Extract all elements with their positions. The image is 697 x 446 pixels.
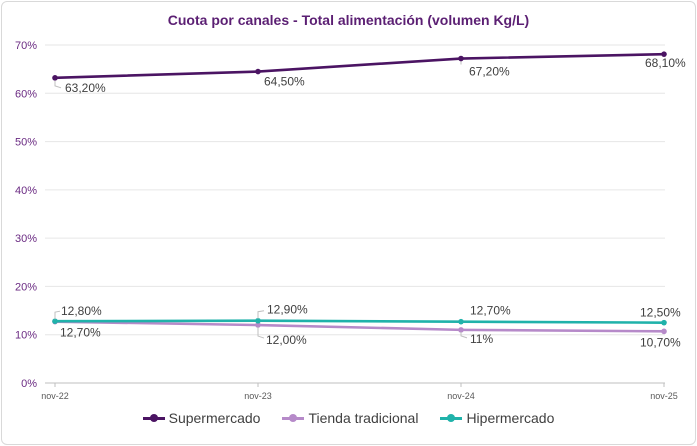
x-tick-label: nov-24 — [447, 391, 475, 401]
chart-title: Cuota por canales - Total alimentación (… — [167, 12, 530, 28]
data-label: 12,80% — [61, 304, 102, 318]
y-tick-label: 50% — [15, 137, 37, 149]
y-tick-label: 40% — [15, 185, 37, 197]
data-point — [458, 327, 464, 333]
data-point — [255, 322, 261, 328]
data-label: 12,50% — [640, 306, 681, 320]
series-line — [54, 52, 665, 80]
chart-legend: Supermercado Tienda tradicional Hipermerca… — [0, 410, 697, 426]
data-point — [52, 318, 58, 324]
label-leader — [257, 310, 265, 319]
y-tick-label: 0% — [21, 378, 37, 390]
legend-item: Supermercado — [142, 410, 261, 426]
y-tick-label: 70% — [15, 40, 37, 52]
x-tick-label: nov-22 — [41, 391, 69, 401]
series-line — [54, 320, 665, 333]
data-label: 67,20% — [469, 65, 510, 79]
legend-label: Hipermercado — [466, 410, 555, 426]
data-point — [661, 319, 667, 326]
data-label: 68,10% — [645, 56, 686, 70]
y-tick-label: 30% — [15, 233, 37, 245]
data-point — [255, 68, 261, 75]
legend-swatch — [282, 413, 305, 422]
series-line — [54, 319, 665, 324]
data-label: 64,50% — [264, 75, 305, 89]
legend-label: Supermercado — [168, 410, 261, 426]
y-tick-label: 20% — [15, 281, 37, 293]
label-leader — [460, 331, 468, 339]
legend-swatch — [142, 413, 165, 422]
data-point — [52, 75, 58, 81]
label-leader — [54, 80, 62, 89]
data-label: 12,90% — [267, 303, 308, 317]
x-tick-label: nov-23 — [244, 391, 272, 401]
data-point — [458, 55, 464, 62]
data-label: 12,00% — [266, 333, 307, 347]
legend-label: Tienda tradicional — [308, 410, 419, 426]
legend-swatch — [440, 413, 463, 422]
legend-item: Tienda tradicional — [282, 410, 418, 426]
data-point — [661, 328, 667, 335]
legend-item: Hipermercado — [440, 410, 554, 426]
data-point — [458, 318, 464, 325]
data-point — [255, 317, 261, 324]
data-label: 63,20% — [65, 81, 106, 95]
y-tick-label: 60% — [15, 88, 37, 100]
label-leader — [54, 310, 61, 320]
data-point — [661, 51, 667, 57]
x-tick-label: nov-25 — [650, 391, 678, 401]
data-label: 10,70% — [640, 335, 681, 349]
data-label: 12,70% — [470, 304, 511, 318]
data-label: 12,70% — [60, 326, 101, 340]
y-tick-label: 10% — [15, 330, 37, 342]
data-label: 11% — [470, 332, 493, 346]
label-leader — [257, 327, 265, 339]
